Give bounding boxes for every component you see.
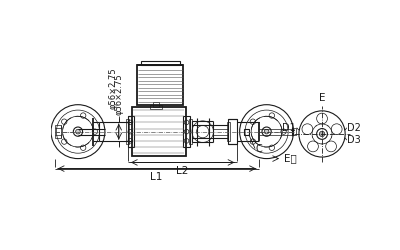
Text: φ56×2.75: φ56×2.75 xyxy=(108,67,117,108)
Bar xyxy=(244,128,249,135)
Text: D3: D3 xyxy=(348,135,361,145)
Text: E: E xyxy=(319,93,325,103)
Bar xyxy=(132,107,186,156)
Bar xyxy=(141,61,180,65)
Text: φ56×2.75: φ56×2.75 xyxy=(114,73,123,115)
Bar xyxy=(228,119,237,144)
Text: L1: L1 xyxy=(150,172,163,182)
Bar xyxy=(189,119,192,144)
Bar xyxy=(137,65,184,105)
Bar xyxy=(126,119,129,144)
Bar xyxy=(292,128,296,136)
Bar xyxy=(184,116,190,147)
Circle shape xyxy=(319,131,325,137)
Text: L2: L2 xyxy=(176,166,189,175)
Circle shape xyxy=(264,129,269,134)
Text: D2: D2 xyxy=(348,123,361,133)
Text: D1: D1 xyxy=(282,123,296,133)
Circle shape xyxy=(76,129,80,134)
Bar xyxy=(153,102,159,107)
Bar xyxy=(226,122,230,141)
Bar xyxy=(150,106,162,108)
Text: E向: E向 xyxy=(284,154,296,164)
Text: C: C xyxy=(256,144,262,154)
Bar xyxy=(128,116,134,147)
Bar xyxy=(55,126,61,138)
